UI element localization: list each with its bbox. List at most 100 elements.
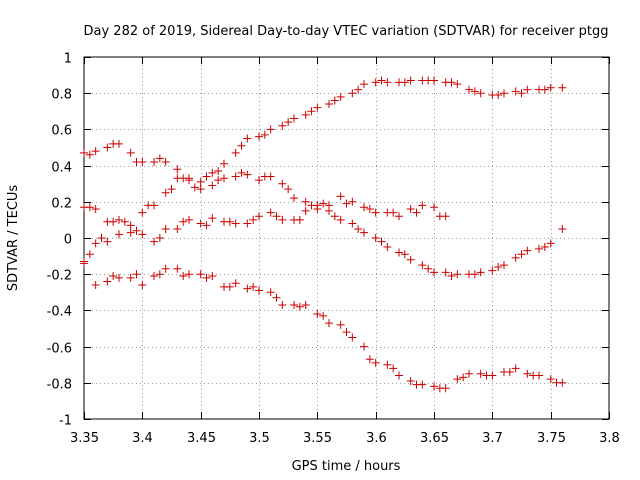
data-point bbox=[313, 201, 322, 210]
data-point bbox=[307, 107, 316, 116]
data-point bbox=[377, 237, 386, 246]
data-point bbox=[278, 300, 287, 309]
data-point bbox=[465, 369, 473, 378]
data-point bbox=[284, 118, 293, 127]
data-point bbox=[138, 230, 147, 239]
data-point bbox=[517, 89, 526, 98]
data-point bbox=[266, 288, 275, 297]
data-point bbox=[243, 219, 252, 228]
data-point bbox=[109, 217, 118, 226]
data-point bbox=[132, 270, 141, 279]
data-point bbox=[546, 239, 555, 248]
data-point bbox=[418, 201, 427, 210]
data-point bbox=[220, 159, 228, 168]
data-point bbox=[383, 243, 392, 252]
data-point bbox=[325, 206, 333, 215]
data-point bbox=[161, 157, 170, 166]
data-point bbox=[313, 310, 322, 319]
data-point bbox=[400, 78, 409, 87]
data-point bbox=[371, 78, 380, 87]
data-point bbox=[161, 264, 170, 273]
data-point bbox=[91, 239, 100, 248]
data-point bbox=[412, 208, 421, 217]
data-point bbox=[395, 371, 403, 380]
data-point bbox=[150, 272, 158, 281]
data-point bbox=[155, 234, 164, 242]
y-tick-label: 0.6 bbox=[51, 124, 72, 139]
data-point bbox=[266, 172, 275, 181]
data-point bbox=[225, 217, 234, 226]
data-point bbox=[301, 110, 310, 119]
y-tick-labels: -1 -0.8 -0.6 -0.4 -0.2 0 0.2 0.4 0.6 0.8 1 bbox=[47, 52, 72, 429]
data-point bbox=[161, 224, 170, 233]
data-point bbox=[126, 221, 135, 230]
data-point bbox=[336, 215, 345, 224]
data-point bbox=[249, 282, 258, 291]
x-tick-label: 3.55 bbox=[303, 431, 332, 446]
data-point bbox=[348, 89, 357, 98]
data-point bbox=[418, 380, 427, 389]
data-point bbox=[91, 281, 100, 290]
data-point bbox=[167, 185, 176, 194]
data-point bbox=[511, 364, 520, 373]
data-point bbox=[494, 91, 503, 100]
data-point bbox=[284, 185, 293, 194]
x-tick-label: 3.7 bbox=[482, 431, 503, 446]
data-point bbox=[348, 219, 357, 228]
y-tick-label: 0.8 bbox=[51, 88, 72, 103]
data-point bbox=[441, 384, 450, 393]
data-point bbox=[115, 273, 123, 282]
data-point bbox=[196, 270, 205, 279]
data-point bbox=[523, 369, 532, 378]
data-point bbox=[295, 302, 304, 311]
data-point bbox=[505, 367, 514, 376]
data-point bbox=[441, 212, 450, 221]
y-tick-label: 1 bbox=[64, 52, 72, 67]
data-point bbox=[208, 168, 217, 177]
data-point bbox=[348, 333, 357, 342]
data-point bbox=[313, 103, 322, 112]
data-point bbox=[389, 208, 398, 217]
data-point bbox=[453, 375, 462, 384]
data-point bbox=[476, 268, 485, 277]
data-point bbox=[190, 183, 199, 192]
data-point bbox=[523, 246, 532, 255]
data-point bbox=[430, 268, 438, 277]
data-point bbox=[371, 358, 380, 367]
data-point bbox=[290, 300, 298, 309]
data-point bbox=[103, 237, 112, 246]
data-point bbox=[272, 293, 281, 302]
series-upper-middle bbox=[80, 192, 450, 246]
data-point bbox=[336, 92, 345, 101]
data-point bbox=[406, 255, 415, 264]
data-point bbox=[220, 174, 228, 183]
data-point bbox=[465, 85, 473, 94]
data-point bbox=[260, 130, 269, 139]
data-point bbox=[85, 250, 94, 259]
data-point bbox=[348, 197, 357, 206]
data-point bbox=[132, 226, 141, 235]
data-point bbox=[272, 212, 281, 221]
data-points bbox=[80, 76, 567, 393]
y-axis-label: SDTVAR / TECUs bbox=[6, 185, 21, 292]
data-point bbox=[120, 217, 129, 226]
data-point bbox=[161, 188, 170, 197]
data-point bbox=[196, 177, 205, 186]
data-point bbox=[459, 373, 468, 382]
data-point bbox=[453, 270, 462, 279]
chart-title: Day 282 of 2019, Sidereal Day-to-day VTE… bbox=[84, 24, 609, 39]
x-tick-label: 3.5 bbox=[249, 431, 270, 446]
data-point bbox=[319, 311, 328, 320]
data-point bbox=[249, 215, 258, 224]
data-point bbox=[301, 300, 310, 309]
data-point bbox=[138, 281, 147, 290]
data-point bbox=[243, 170, 252, 179]
x-tick-label: 3.65 bbox=[420, 431, 449, 446]
data-point bbox=[214, 176, 223, 185]
data-point bbox=[202, 172, 211, 181]
data-point bbox=[290, 194, 298, 203]
data-point bbox=[330, 96, 339, 105]
data-point bbox=[80, 259, 88, 268]
data-point bbox=[243, 134, 252, 143]
y-tick-label: -0.6 bbox=[47, 342, 72, 357]
